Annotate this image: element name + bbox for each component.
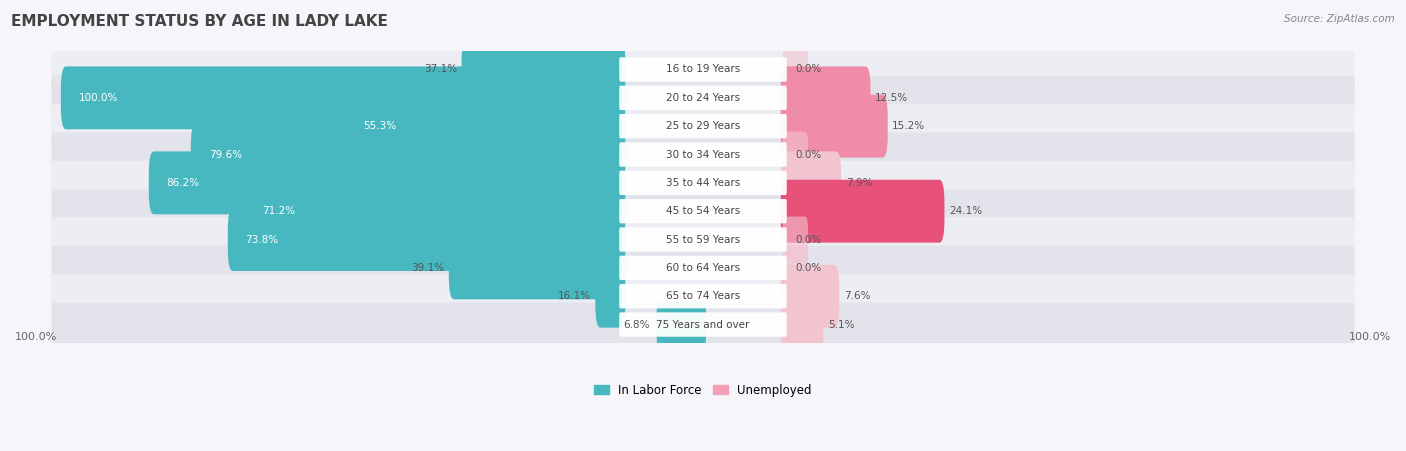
- Text: 16.1%: 16.1%: [558, 291, 591, 301]
- FancyBboxPatch shape: [449, 236, 626, 299]
- FancyBboxPatch shape: [783, 46, 808, 92]
- FancyBboxPatch shape: [619, 170, 787, 195]
- FancyBboxPatch shape: [51, 274, 1355, 318]
- Text: 79.6%: 79.6%: [208, 150, 242, 160]
- FancyBboxPatch shape: [619, 143, 787, 167]
- Text: Source: ZipAtlas.com: Source: ZipAtlas.com: [1284, 14, 1395, 23]
- FancyBboxPatch shape: [228, 208, 626, 271]
- FancyBboxPatch shape: [783, 245, 808, 291]
- Text: 86.2%: 86.2%: [167, 178, 200, 188]
- FancyBboxPatch shape: [780, 152, 841, 214]
- Text: 71.2%: 71.2%: [262, 206, 295, 216]
- FancyBboxPatch shape: [461, 38, 626, 101]
- FancyBboxPatch shape: [595, 265, 626, 327]
- FancyBboxPatch shape: [783, 216, 808, 262]
- Text: 100.0%: 100.0%: [15, 332, 58, 342]
- FancyBboxPatch shape: [51, 104, 1355, 148]
- FancyBboxPatch shape: [619, 284, 787, 308]
- Text: 55.3%: 55.3%: [364, 121, 396, 131]
- FancyBboxPatch shape: [619, 199, 787, 223]
- Text: 73.8%: 73.8%: [246, 235, 278, 244]
- Text: EMPLOYMENT STATUS BY AGE IN LADY LAKE: EMPLOYMENT STATUS BY AGE IN LADY LAKE: [11, 14, 388, 28]
- Text: 7.9%: 7.9%: [845, 178, 872, 188]
- FancyBboxPatch shape: [619, 256, 787, 280]
- FancyBboxPatch shape: [783, 132, 808, 177]
- FancyBboxPatch shape: [619, 313, 787, 337]
- Text: 20 to 24 Years: 20 to 24 Years: [666, 93, 740, 103]
- Text: 0.0%: 0.0%: [796, 150, 821, 160]
- Text: 15.2%: 15.2%: [893, 121, 925, 131]
- FancyBboxPatch shape: [51, 161, 1355, 205]
- FancyBboxPatch shape: [346, 95, 626, 158]
- Legend: In Labor Force, Unemployed: In Labor Force, Unemployed: [589, 379, 817, 401]
- FancyBboxPatch shape: [60, 66, 626, 129]
- Text: 16 to 19 Years: 16 to 19 Years: [666, 64, 740, 74]
- Text: 45 to 54 Years: 45 to 54 Years: [666, 206, 740, 216]
- Text: 35 to 44 Years: 35 to 44 Years: [666, 178, 740, 188]
- Text: 5.1%: 5.1%: [828, 320, 855, 330]
- FancyBboxPatch shape: [780, 265, 839, 327]
- FancyBboxPatch shape: [51, 189, 1355, 233]
- Text: 55 to 59 Years: 55 to 59 Years: [666, 235, 740, 244]
- FancyBboxPatch shape: [51, 246, 1355, 290]
- Text: 60 to 64 Years: 60 to 64 Years: [666, 263, 740, 273]
- Text: 0.0%: 0.0%: [796, 235, 821, 244]
- FancyBboxPatch shape: [780, 180, 945, 243]
- Text: 25 to 29 Years: 25 to 29 Years: [666, 121, 740, 131]
- FancyBboxPatch shape: [780, 293, 824, 356]
- FancyBboxPatch shape: [619, 227, 787, 252]
- Text: 0.0%: 0.0%: [796, 64, 821, 74]
- FancyBboxPatch shape: [51, 303, 1355, 347]
- FancyBboxPatch shape: [619, 57, 787, 82]
- FancyBboxPatch shape: [780, 95, 887, 158]
- Text: 24.1%: 24.1%: [949, 206, 981, 216]
- Text: 7.6%: 7.6%: [844, 291, 870, 301]
- Text: 65 to 74 Years: 65 to 74 Years: [666, 291, 740, 301]
- Text: 37.1%: 37.1%: [425, 64, 457, 74]
- FancyBboxPatch shape: [149, 152, 626, 214]
- Text: 39.1%: 39.1%: [411, 263, 444, 273]
- Text: 30 to 34 Years: 30 to 34 Years: [666, 150, 740, 160]
- FancyBboxPatch shape: [619, 86, 787, 110]
- Text: 100.0%: 100.0%: [79, 93, 118, 103]
- FancyBboxPatch shape: [51, 76, 1355, 120]
- Text: 6.8%: 6.8%: [624, 320, 650, 330]
- FancyBboxPatch shape: [245, 180, 626, 243]
- FancyBboxPatch shape: [51, 47, 1355, 92]
- Text: 100.0%: 100.0%: [1348, 332, 1391, 342]
- FancyBboxPatch shape: [780, 66, 870, 129]
- Text: 12.5%: 12.5%: [875, 93, 908, 103]
- FancyBboxPatch shape: [51, 217, 1355, 262]
- FancyBboxPatch shape: [657, 302, 706, 347]
- FancyBboxPatch shape: [619, 114, 787, 138]
- FancyBboxPatch shape: [191, 123, 626, 186]
- FancyBboxPatch shape: [51, 133, 1355, 177]
- Text: 0.0%: 0.0%: [796, 263, 821, 273]
- Text: 75 Years and over: 75 Years and over: [657, 320, 749, 330]
